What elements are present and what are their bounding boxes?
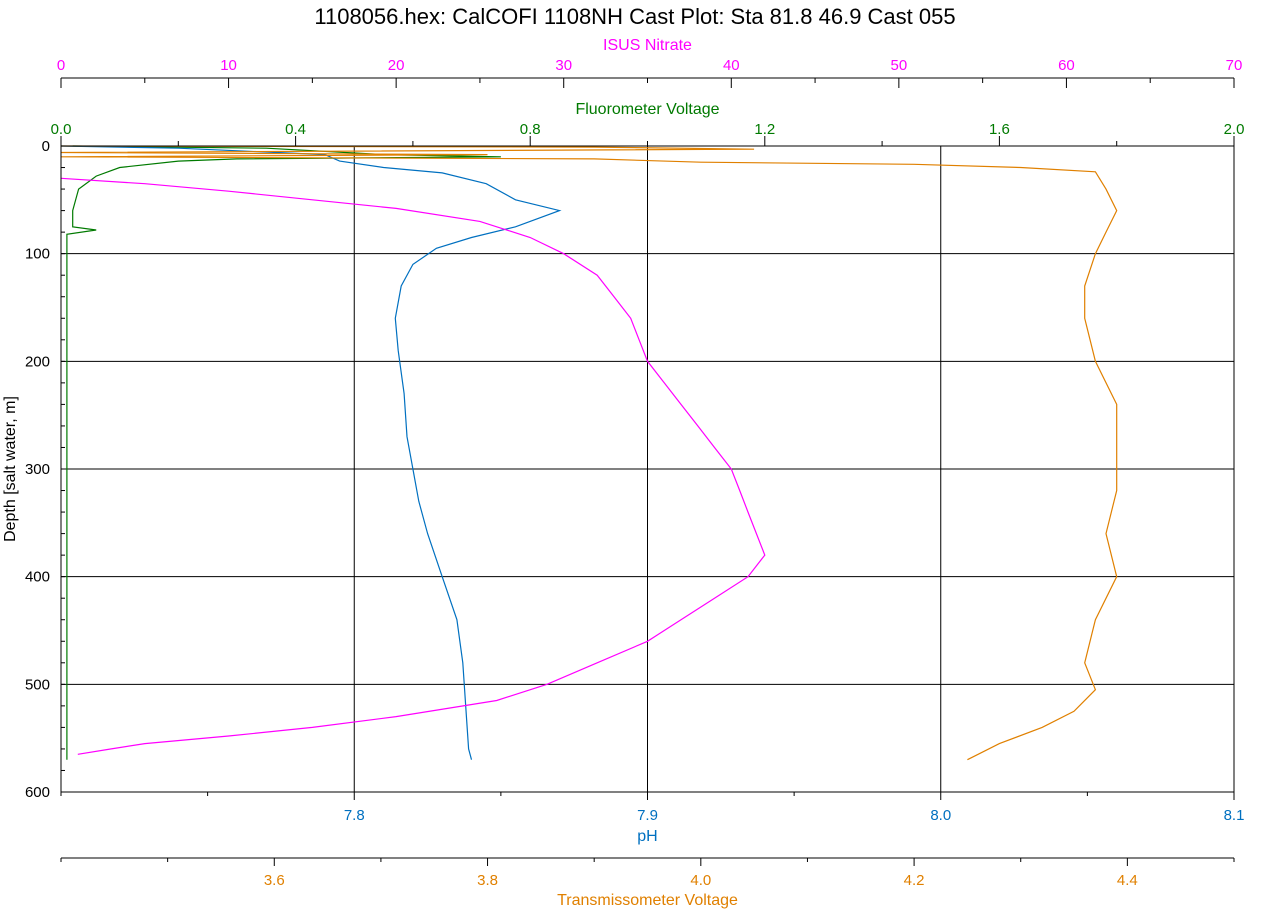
y-tick-label: 300 [25,461,50,478]
x-tick-label-fluor: 0.4 [285,121,306,138]
x-tick-label-nitrate: 30 [555,57,572,74]
x-tick-label-ph: 8.1 [1224,807,1245,824]
grid-lines [61,145,1235,793]
x-axis-label-ph: pH [637,828,657,845]
x-axis-ph: 7.8 7.9 8.0 8.1 pH [60,792,1245,845]
x-tick-label-nitrate: 10 [220,57,237,74]
x-tick-label-fluor: 2.0 [1224,121,1245,138]
x-tick-label-fluor: 1.6 [989,121,1010,138]
x-tick-label-fluor: 0.0 [51,121,72,138]
x-axis-nitrate: 0 10 20 30 40 50 60 70 ISUS Nitrate [57,37,1243,88]
series-line-fluor [66,145,501,760]
y-tick-label: 0 [42,138,50,155]
y-tick-label: 100 [25,246,50,263]
y-tick-label: 400 [25,569,50,586]
x-axis-label-trans: Transmissometer Voltage [557,892,738,909]
series-line-nitrate [60,177,766,755]
x-tick-label-ph: 8.0 [930,807,951,824]
x-tick-label-nitrate: 40 [723,57,740,74]
y-tick-label: 200 [25,353,50,370]
x-tick-label-nitrate: 70 [1226,57,1243,74]
x-tick-label-nitrate: 0 [57,57,65,74]
y-tick-label: 600 [25,784,50,801]
x-tick-label-nitrate: 50 [891,57,908,74]
x-tick-label-ph: 7.9 [637,807,658,824]
x-tick-label-fluor: 1.2 [754,121,775,138]
y-axis-label: Depth [salt water, m] [2,396,19,542]
x-axis-trans: 3.6 3.8 4.0 4.2 4.4 Transmissometer Voltage [60,857,1235,909]
series-line-trans [60,145,1118,761]
x-axis-label-fluor: Fluorometer Voltage [575,101,719,118]
x-tick-label-trans: 4.4 [1117,872,1138,889]
x-tick-label-nitrate: 60 [1058,57,1075,74]
x-axis-fluor: 0.0 0.4 0.8 1.2 1.6 2.0 Fluorometer Voltage [51,101,1245,146]
chart-title: 1108056.hex: CalCOFI 1108NH Cast Plot: S… [314,4,955,29]
x-tick-label-trans: 4.2 [904,872,925,889]
x-tick-label-trans: 3.8 [477,872,498,889]
y-tick-label: 500 [25,676,50,693]
series-group [60,145,1118,761]
x-tick-label-fluor: 0.8 [520,121,541,138]
x-tick-label-nitrate: 20 [388,57,405,74]
x-tick-label-ph: 7.8 [344,807,365,824]
x-axis-label-nitrate: ISUS Nitrate [603,37,692,54]
x-tick-label-trans: 4.0 [690,872,711,889]
series-line-ph [60,145,562,760]
x-tick-label-trans: 3.6 [264,872,285,889]
